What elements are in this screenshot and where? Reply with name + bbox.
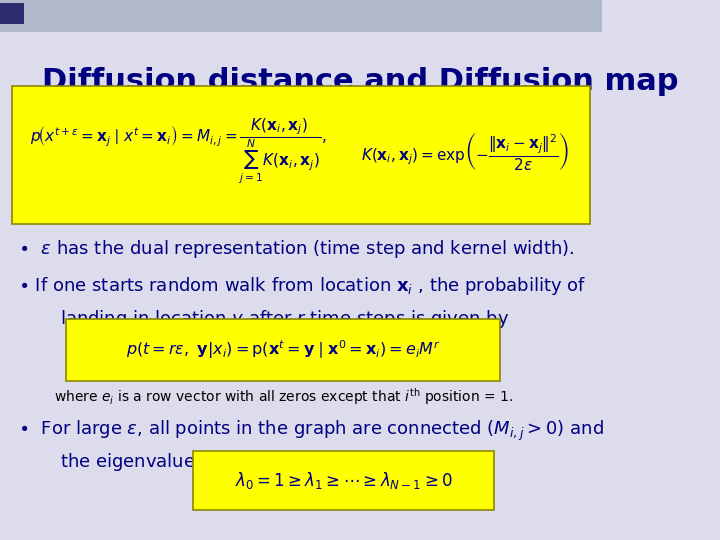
Text: $\bullet$  For large $\varepsilon$, all points in the graph are connected $(M_{i: $\bullet$ For large $\varepsilon$, all p…	[18, 418, 604, 443]
Text: $\bullet\ \ \varepsilon$ has the dual representation (time step and kernel width: $\bullet\ \ \varepsilon$ has the dual re…	[18, 238, 575, 260]
FancyBboxPatch shape	[12, 86, 590, 224]
FancyBboxPatch shape	[66, 319, 500, 381]
FancyBboxPatch shape	[193, 451, 494, 510]
Text: $p\!\left(x^{t+\varepsilon} = \mathbf{x}_j \mid x^t = \mathbf{x}_i\right) = M_{i: $p\!\left(x^{t+\varepsilon} = \mathbf{x}…	[30, 117, 327, 186]
Text: $p(t = r\varepsilon,\ \mathbf{y}|x_i) = \mathrm{p}(\mathbf{x}^t = \mathbf{y} \mi: $p(t = r\varepsilon,\ \mathbf{y}|x_i) = …	[126, 339, 441, 361]
FancyBboxPatch shape	[0, 0, 603, 32]
Text: Diffusion distance and Diffusion map: Diffusion distance and Diffusion map	[42, 68, 679, 97]
Text: the eigenvalues of $M$: the eigenvalues of $M$	[60, 451, 250, 473]
FancyBboxPatch shape	[0, 3, 24, 24]
Text: $K(\mathbf{x}_i,\mathbf{x}_j) = \exp\!\left(-\dfrac{\|\mathbf{x}_i - \mathbf{x}_: $K(\mathbf{x}_i,\mathbf{x}_j) = \exp\!\l…	[361, 131, 570, 172]
Text: $\bullet$ If one starts random walk from location $\mathbf{x}_i$ , the probabili: $\bullet$ If one starts random walk from…	[18, 275, 586, 298]
Text: $\lambda_0 = 1 \geq \lambda_1 \geq \cdots \geq \lambda_{N-1} \geq 0$: $\lambda_0 = 1 \geq \lambda_1 \geq \cdot…	[235, 470, 452, 491]
Text: landing in location $y$ after $r$ time steps is given by: landing in location $y$ after $r$ time s…	[60, 308, 509, 330]
Text: where $e_i$ is a row vector with all zeros except that $i^{\mathrm{th}}$ positio: where $e_i$ is a row vector with all zer…	[53, 386, 513, 407]
